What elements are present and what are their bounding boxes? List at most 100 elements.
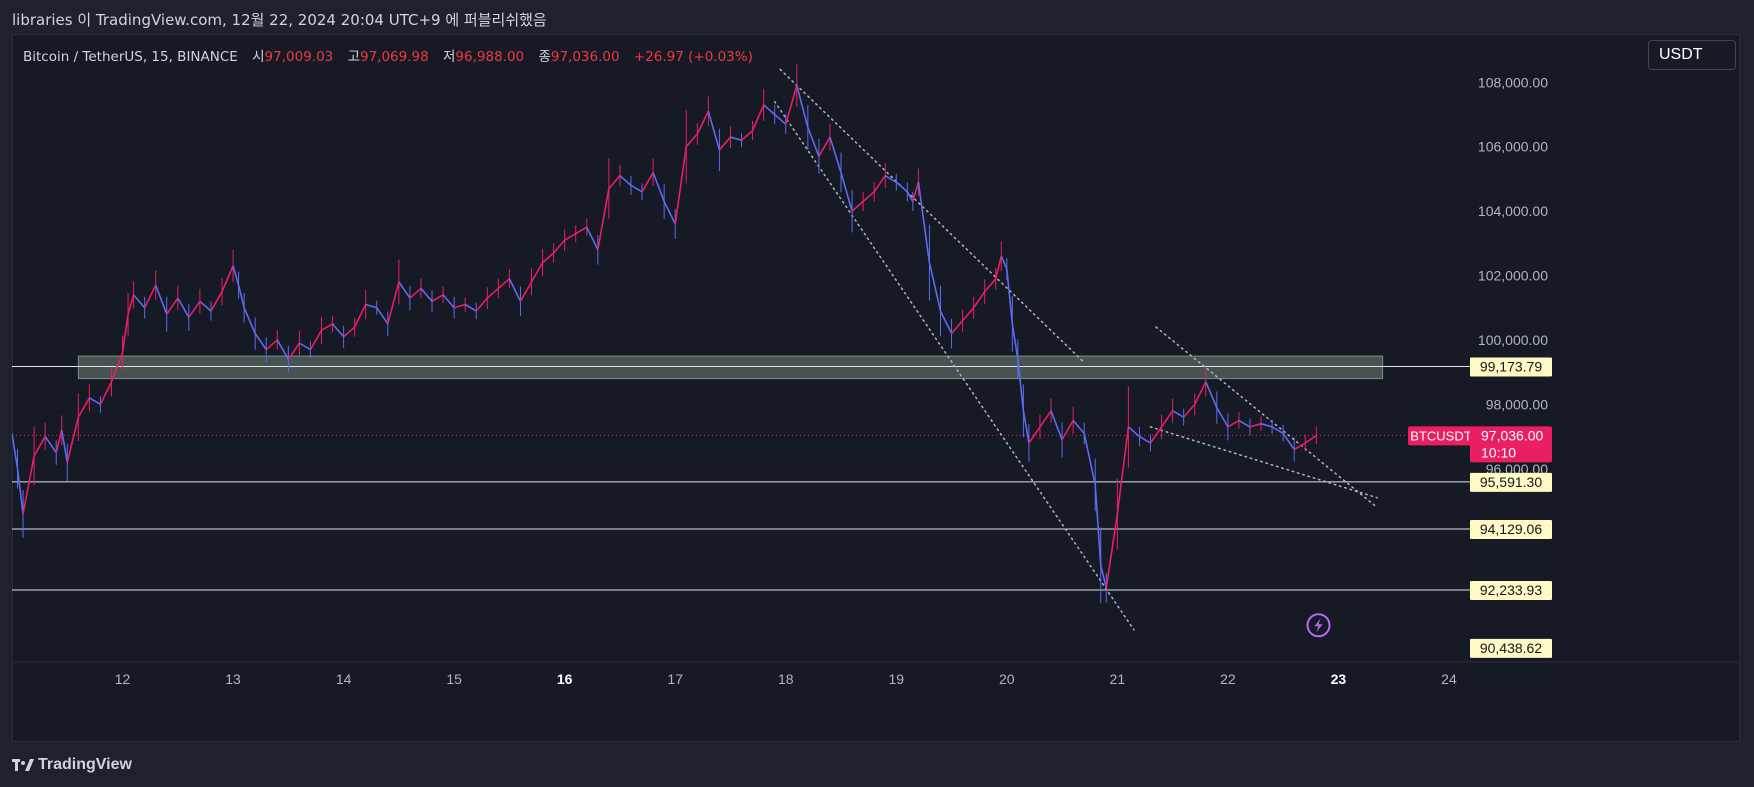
price-segment [431, 294, 444, 302]
y-tick-label: 104,000.00 [1478, 203, 1548, 219]
price-segment [188, 300, 201, 318]
price-segment [972, 291, 986, 309]
currency-button[interactable]: USDT [1648, 40, 1736, 70]
price-segment [1282, 432, 1295, 450]
price-segment [663, 201, 676, 225]
ohlc-legend: Bitcoin / TetherUS, 15, BINANCE 시97,009.… [23, 45, 753, 65]
price-segment [309, 329, 323, 351]
price-segment [143, 284, 157, 309]
price-segment [619, 175, 632, 186]
price-segment [553, 239, 566, 254]
level-price-tag: 90,438.62 [1470, 638, 1552, 658]
price-segment [530, 262, 544, 283]
price-segment [1216, 407, 1229, 428]
price-segment [763, 104, 776, 116]
level-price-text: 94,129.06 [1480, 521, 1542, 537]
x-tick-label: 21 [1110, 671, 1126, 687]
price-segment [597, 188, 610, 250]
price-segment [718, 136, 732, 151]
footer-brand: TradingView [38, 756, 132, 773]
price-segment [873, 175, 886, 193]
price-segment [486, 287, 499, 299]
price-segment [398, 281, 411, 299]
price-segment [862, 191, 875, 203]
price-segment [210, 291, 223, 312]
close-value: 97,036.00 [550, 49, 620, 65]
price-segment [508, 278, 522, 302]
price-segment [154, 284, 168, 315]
price-segment [237, 285, 245, 308]
price-segment [895, 181, 908, 193]
price-segment [1094, 484, 1102, 566]
price-segment [1028, 426, 1041, 444]
price-segment [77, 397, 91, 418]
price-segment [774, 113, 787, 125]
price-segment [1072, 419, 1085, 434]
high-label: 고 [347, 49, 360, 65]
price-segment [912, 181, 920, 202]
x-tick-label: 19 [888, 671, 904, 687]
level-price-text: 95,591.30 [1480, 474, 1542, 490]
price-segment [939, 310, 953, 334]
price-segment [1039, 410, 1052, 428]
price-segment [1139, 435, 1151, 444]
price-segment [1116, 426, 1130, 514]
price-segment [696, 110, 710, 135]
price-segment [1304, 434, 1317, 444]
open-label: 시 [252, 49, 265, 65]
x-tick-label: 15 [446, 671, 462, 687]
level-price-tag-bg [1470, 581, 1552, 601]
trendline [1155, 326, 1378, 509]
tradingview-logo[interactable]: TradingView [12, 756, 132, 774]
price-segment [796, 85, 809, 128]
price-segment [950, 320, 964, 335]
price-segment [66, 417, 80, 463]
publish-caption: libraries 이 TradingView.com, 12월 22, 202… [12, 11, 547, 29]
current-price-tag-bg [1470, 426, 1552, 463]
price-segment [16, 468, 24, 514]
open-value: 97,009.03 [264, 49, 334, 65]
tradingview-logo-icon [12, 759, 34, 771]
x-tick-label: 22 [1220, 671, 1236, 687]
price-segment [232, 265, 240, 286]
price-segment [221, 265, 234, 292]
price-segment [994, 256, 1003, 279]
price-segment [497, 278, 510, 290]
price-segment [177, 297, 190, 318]
price-segment [652, 172, 665, 202]
price-segment [1050, 410, 1063, 441]
price-segment [110, 352, 124, 383]
price-segment [674, 146, 688, 225]
price-segment [519, 281, 533, 302]
y-tick-label: 96,000.00 [1486, 461, 1548, 477]
price-segment [608, 175, 621, 190]
chart-pane[interactable] [12, 34, 1740, 742]
level-price-tag-bg [1470, 520, 1552, 540]
price-segment [55, 429, 63, 453]
symbol-title[interactable]: Bitcoin / TetherUS, 15, BINANCE [23, 49, 238, 65]
price-segment [298, 342, 311, 351]
symbol-tag-text: BTCUSDT [1410, 428, 1471, 443]
price-segment [928, 262, 942, 312]
price-segment [984, 278, 997, 293]
price-segment [464, 303, 477, 312]
y-tick-label: 102,000.00 [1478, 268, 1548, 284]
y-tick-label: 106,000.00 [1478, 139, 1548, 155]
price-chart[interactable]: 108,000.00 106,000.00 104,000.00 102,000.00… [12, 34, 1740, 742]
level-price-tag: 99,173.79 [1470, 357, 1552, 377]
price-segment [884, 175, 897, 183]
x-tick-label: 20 [999, 671, 1015, 687]
price-segment [376, 307, 389, 325]
level-price-tag: 92,233.93 [1470, 581, 1552, 601]
high-value: 97,069.98 [359, 49, 429, 65]
price-segment [60, 429, 69, 463]
current-price-text: 97,036.00 [1481, 427, 1543, 443]
price-segment [365, 303, 377, 309]
price-segment [1160, 410, 1174, 428]
price-segment [1017, 359, 1025, 411]
price-segment [343, 326, 356, 338]
price-segment [420, 287, 433, 302]
price-segment [784, 85, 798, 125]
lightning-icon[interactable] [1306, 613, 1331, 638]
price-segment [12, 433, 19, 469]
